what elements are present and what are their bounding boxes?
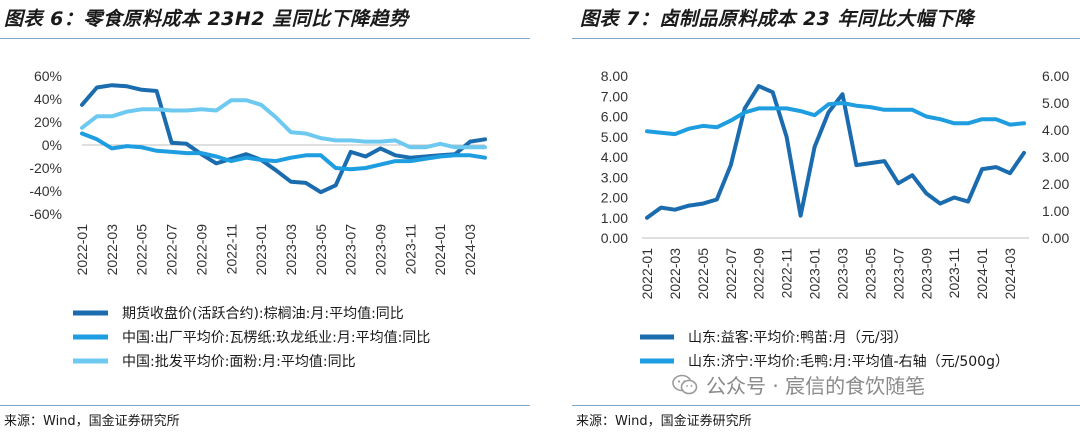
y-right-tick-label: 3.00 [1042,149,1069,165]
y-left-tick-label: 2.00 [601,190,628,206]
legend-label: 山东:益客:平均价:鸭苗:月（元/羽） [688,329,908,346]
legend-label: 山东:济宁:平均价:毛鸭:月:平均值-右轴（元/500g） [688,353,1009,370]
x-tick-label: 2023-11 [402,224,418,275]
x-tick-label: 2023-01 [807,248,823,300]
y-tick-label: -60% [29,206,62,222]
series-line-1 [80,83,487,195]
right-source: 来源：Wind，国金证券研究所 [576,414,752,429]
y-left-tick-label: 7.00 [601,88,628,104]
series-line-3 [80,98,487,150]
left-chart-title: 图表 6：零食原料成本 23H2 呈同比下降趋势 [4,8,409,30]
right-bottom-rule [572,405,1080,406]
legend-label: 期货收盘价(活跃合约):棕榈油:月:平均值:同比 [122,305,404,322]
right-chart: 8.00 7.00 6.00 5.00 4.00 3.00 2.00 1.00 0.00 6.00… [601,68,1070,370]
watermark: 公众号 · 宸信的食饮随笔 [672,370,925,399]
y-left-tick-label: 1.00 [601,210,628,226]
y-tick-label: 40% [34,91,62,107]
x-tick-label: 2022-05 [695,248,711,300]
y-left-tick-label: 0.00 [601,230,628,246]
legend-label: 中国:出厂平均价:瓦楞纸:玖龙纸业:月:平均值:同比 [122,330,430,346]
x-tick-label: 2023-05 [313,224,329,276]
x-tick-label: 2023-05 [862,248,878,300]
right-chart-title: 图表 7：卤制品原料成本 23 年同比大幅下降 [580,8,975,30]
y-tick-label: -40% [29,183,62,199]
x-tick-label: 2023-09 [373,224,389,276]
x-tick-label: 2023-03 [834,248,850,300]
y-left-tick-label: 8.00 [601,68,628,84]
left-chart: 60% 40% 20% 0% -20% -40% -60% 2022-01 2022-03 202… [29,68,487,370]
y-right-tick-label: 0.00 [1042,230,1069,246]
x-tick-label: 2023-01 [253,224,269,276]
left-title-rule [0,38,530,39]
y-right-tick-label: 4.00 [1042,122,1069,138]
x-tick-label: 2022-07 [164,224,180,276]
y-right-tick-label: 5.00 [1042,95,1069,111]
y-tick-label: -20% [29,160,62,176]
left-source: 来源：Wind，国金证券研究所 [4,414,180,429]
y-left-tick-label: 5.00 [601,129,628,145]
x-tick-label: 2022-07 [723,248,739,300]
x-tick-label: 2023-03 [283,224,299,276]
x-tick-label: 2022-11 [223,224,239,275]
x-tick-label: 2022-11 [779,248,795,299]
y-right-tick-label: 6.00 [1042,68,1069,84]
x-tick-label: 2024-01 [974,248,990,300]
x-tick-label: 2024-03 [462,224,478,276]
y-left-tick-label: 4.00 [601,149,628,165]
x-tick-label: 2024-01 [432,224,448,276]
x-tick-label: 2022-03 [667,248,683,300]
x-tick-label: 2022-05 [134,224,150,276]
x-tick-label: 2024-03 [1002,248,1018,300]
legend-label: 中国:批发平均价:面粉:月:平均值:同比 [122,354,356,370]
left-bottom-rule [0,405,530,406]
x-tick-label: 2022-01 [639,248,655,300]
y-right-tick-label: 1.00 [1042,203,1069,219]
x-tick-label: 2023-07 [343,224,359,276]
series-line-2 [80,131,487,172]
wechat-icon [672,374,698,394]
x-tick-label: 2022-01 [74,224,90,276]
x-tick-label: 2022-09 [193,224,209,276]
x-tick-label: 2023-09 [918,248,934,300]
watermark-text: 公众号 · 宸信的食饮随笔 [706,374,926,398]
y-tick-label: 60% [34,68,62,84]
x-tick-label: 2023-07 [890,248,906,300]
series-line-2 [645,101,1026,137]
y-right-tick-label: 2.00 [1042,176,1069,192]
series-line-1 [645,84,1026,220]
y-tick-label: 20% [34,114,62,130]
y-tick-label: 0% [42,137,62,153]
x-tick-label: 2023-11 [946,248,962,299]
right-title-rule [572,38,1080,39]
y-left-tick-label: 3.00 [601,169,628,185]
x-tick-label: 2022-03 [104,224,120,276]
y-left-tick-label: 6.00 [601,109,628,125]
x-tick-label: 2022-09 [751,248,767,300]
